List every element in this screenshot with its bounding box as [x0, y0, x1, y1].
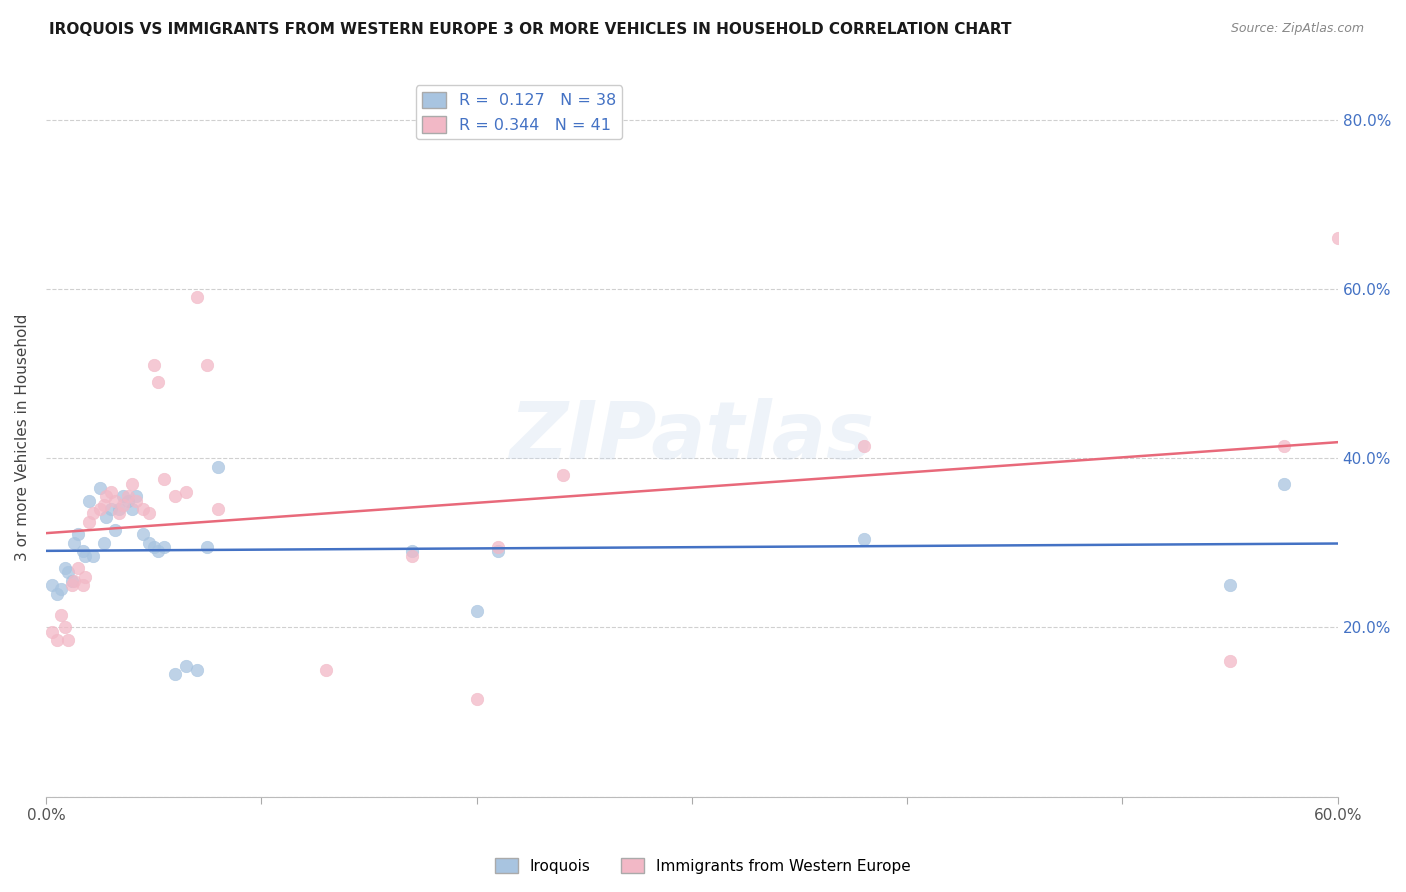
Point — [73, 549, 96, 563]
Point — [89, 481, 111, 495]
Point — [401, 544, 423, 558]
Point — [153, 472, 176, 486]
Point — [138, 506, 160, 520]
Point — [1219, 578, 1241, 592]
Point — [1326, 231, 1348, 245]
Point — [108, 506, 131, 520]
Point — [142, 540, 165, 554]
Point — [63, 536, 86, 550]
Point — [207, 502, 229, 516]
Point — [63, 574, 86, 588]
Point — [112, 489, 135, 503]
Point — [207, 459, 229, 474]
Text: ZIPatlas: ZIPatlas — [509, 398, 875, 476]
Point — [1219, 654, 1241, 668]
Point — [465, 692, 488, 706]
Point — [45, 586, 67, 600]
Point — [67, 561, 90, 575]
Point — [197, 540, 219, 554]
Point — [49, 607, 72, 622]
Point — [486, 544, 509, 558]
Point — [72, 544, 94, 558]
Point — [112, 498, 135, 512]
Point — [100, 502, 122, 516]
Point — [853, 532, 876, 546]
Point — [93, 498, 115, 512]
Point — [125, 493, 148, 508]
Point — [104, 493, 127, 508]
Point — [56, 566, 79, 580]
Point — [401, 549, 423, 563]
Point — [104, 523, 127, 537]
Point — [1272, 476, 1295, 491]
Point — [77, 515, 100, 529]
Point — [77, 493, 100, 508]
Point — [174, 485, 197, 500]
Point — [108, 502, 131, 516]
Point — [165, 667, 187, 681]
Point — [142, 358, 165, 372]
Point — [121, 476, 143, 491]
Point — [53, 620, 76, 634]
Point — [117, 489, 139, 503]
Point — [89, 502, 111, 516]
Point — [132, 502, 155, 516]
Point — [93, 536, 115, 550]
Point — [96, 510, 118, 524]
Point — [138, 536, 160, 550]
Y-axis label: 3 or more Vehicles in Household: 3 or more Vehicles in Household — [15, 313, 30, 561]
Point — [96, 489, 118, 503]
Text: Source: ZipAtlas.com: Source: ZipAtlas.com — [1230, 22, 1364, 36]
Legend: Iroquois, Immigrants from Western Europe: Iroquois, Immigrants from Western Europe — [489, 852, 917, 880]
Point — [41, 624, 63, 639]
Point — [45, 633, 67, 648]
Point — [197, 358, 219, 372]
Point — [121, 502, 143, 516]
Point — [146, 375, 169, 389]
Point — [117, 493, 139, 508]
Point — [67, 527, 90, 541]
Point — [146, 544, 169, 558]
Point — [73, 569, 96, 583]
Point — [186, 663, 208, 677]
Point — [56, 633, 79, 648]
Point — [551, 468, 574, 483]
Point — [174, 658, 197, 673]
Point — [153, 540, 176, 554]
Point — [82, 506, 104, 520]
Point — [49, 582, 72, 597]
Point — [100, 485, 122, 500]
Point — [165, 489, 187, 503]
Point — [465, 603, 488, 617]
Point — [41, 578, 63, 592]
Point — [315, 663, 337, 677]
Point — [72, 578, 94, 592]
Point — [486, 540, 509, 554]
Point — [853, 438, 876, 452]
Point — [132, 527, 155, 541]
Point — [82, 549, 104, 563]
Point — [60, 574, 83, 588]
Point — [186, 290, 208, 304]
Point — [53, 561, 76, 575]
Point — [1272, 438, 1295, 452]
Text: IROQUOIS VS IMMIGRANTS FROM WESTERN EUROPE 3 OR MORE VEHICLES IN HOUSEHOLD CORRE: IROQUOIS VS IMMIGRANTS FROM WESTERN EURO… — [49, 22, 1012, 37]
Legend: R =  0.127   N = 38, R = 0.344   N = 41: R = 0.127 N = 38, R = 0.344 N = 41 — [416, 86, 623, 139]
Point — [60, 578, 83, 592]
Point — [125, 489, 148, 503]
